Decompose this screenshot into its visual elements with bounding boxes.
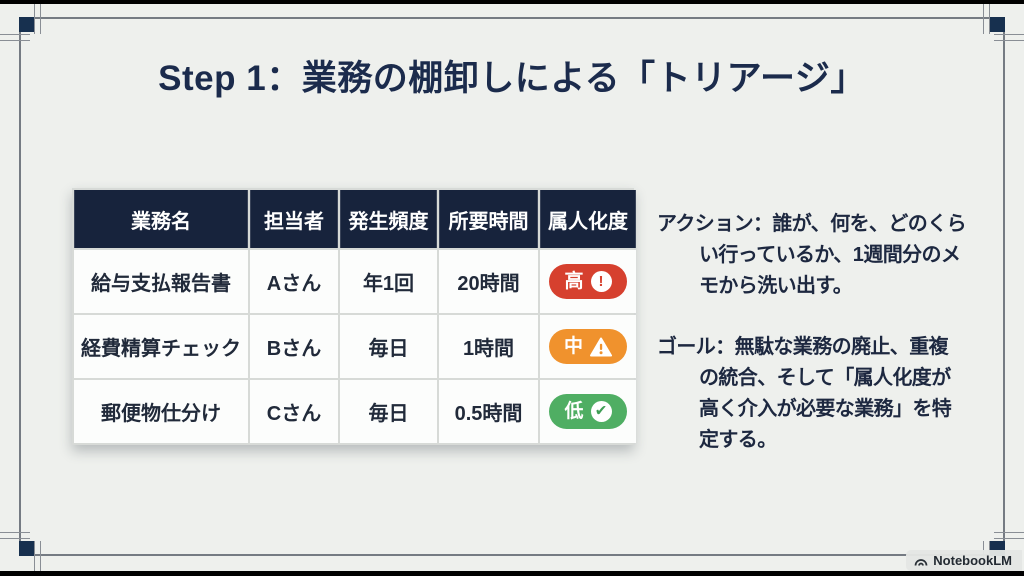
risk-badge-label: 高 xyxy=(564,271,584,292)
risk-badge-low: 低 ✔ xyxy=(549,394,627,429)
frame-accent-line xyxy=(983,4,984,34)
frame-corner-square-top-right xyxy=(990,17,1005,32)
risk-badge-label: 中 xyxy=(563,336,583,357)
column-header-risk: 属人化度 xyxy=(540,190,636,248)
cell-task: 郵便物仕分け xyxy=(74,380,248,443)
frame-accent-line xyxy=(40,4,41,34)
slide-title: Step 1：業務の棚卸しによる「トリアージ」 xyxy=(158,59,866,98)
cell-risk: 中 xyxy=(540,315,636,378)
cell-owner: Aさん xyxy=(250,250,338,313)
cell-duration: 1時間 xyxy=(439,315,538,378)
notebooklm-watermark: NotebookLM xyxy=(906,550,1022,571)
frame-accent-line xyxy=(0,532,30,533)
frame-corner-square-bottom-left xyxy=(19,541,34,556)
cell-owner: Bさん xyxy=(250,315,338,378)
frame-accent-line xyxy=(40,541,41,571)
column-header-task: 業務名 xyxy=(74,190,248,248)
note-line: アクション：誰が、何を、どのくら xyxy=(657,213,967,235)
frame-accent-line xyxy=(994,40,1024,41)
note-line: い行っているか、1週間分のメ xyxy=(699,244,961,266)
slide: Step 1：業務の棚卸しによる「トリアージ」 業務名 担当者 発生頻度 所要時… xyxy=(0,4,1024,571)
note-line: 高く介入が必要な業務」を特 xyxy=(699,398,952,420)
risk-badge-medium: 中 xyxy=(549,329,627,364)
frame-accent-line xyxy=(0,34,30,35)
cell-task: 給与支払報告書 xyxy=(74,250,248,313)
column-header-duration: 所要時間 xyxy=(439,190,538,248)
frame-accent-line xyxy=(989,4,990,34)
note-line: の統合、そして「属人化度が xyxy=(699,367,951,389)
column-header-owner: 担当者 xyxy=(250,190,338,248)
frame-accent-line xyxy=(34,4,35,34)
column-header-frequency: 発生頻度 xyxy=(340,190,437,248)
frame-accent-line xyxy=(994,532,1024,533)
goal-note: ゴール：無駄な業務の廃止、重複 の統合、そして「属人化度が 高く介入が必要な業務… xyxy=(657,332,1007,456)
cell-duration: 20時間 xyxy=(439,250,538,313)
action-note: アクション：誰が、何を、どのくら い行っているか、1週間分のメ モから洗い出す。 xyxy=(657,209,1007,302)
exclamation-circle-icon: ! xyxy=(590,271,612,292)
warning-triangle-icon xyxy=(590,337,612,357)
watermark-label: NotebookLM xyxy=(933,553,1012,568)
cell-risk: 低 ✔ xyxy=(540,380,636,443)
cell-frequency: 毎日 xyxy=(340,380,437,443)
cell-duration: 0.5時間 xyxy=(439,380,538,443)
cell-task: 経費精算チェック xyxy=(74,315,248,378)
risk-badge-high: 高 ! xyxy=(549,264,627,299)
note-line: ゴール：無駄な業務の廃止、重複 xyxy=(657,336,949,358)
frame-accent-line xyxy=(0,538,30,539)
notebooklm-logo-icon xyxy=(914,555,928,566)
cell-owner: Cさん xyxy=(250,380,338,443)
note-line: 定する。 xyxy=(699,429,777,451)
frame-corner-square-top-left xyxy=(19,17,34,32)
note-line: モから洗い出す。 xyxy=(699,275,853,297)
cell-frequency: 毎日 xyxy=(340,315,437,378)
check-circle-icon: ✔ xyxy=(590,401,612,422)
frame-accent-line xyxy=(994,34,1024,35)
frame-accent-line xyxy=(994,538,1024,539)
notes-panel: アクション：誰が、何を、どのくら い行っているか、1週間分のメ モから洗い出す。… xyxy=(657,209,1007,456)
risk-badge-label: 低 xyxy=(564,401,584,422)
frame-accent-line xyxy=(0,40,30,41)
frame-accent-line xyxy=(34,541,35,571)
cell-risk: 高 ! xyxy=(540,250,636,313)
cell-frequency: 年1回 xyxy=(340,250,437,313)
triage-table: 業務名 担当者 発生頻度 所要時間 属人化度 給与支払報告書 Aさん 年1回 2… xyxy=(72,188,636,445)
